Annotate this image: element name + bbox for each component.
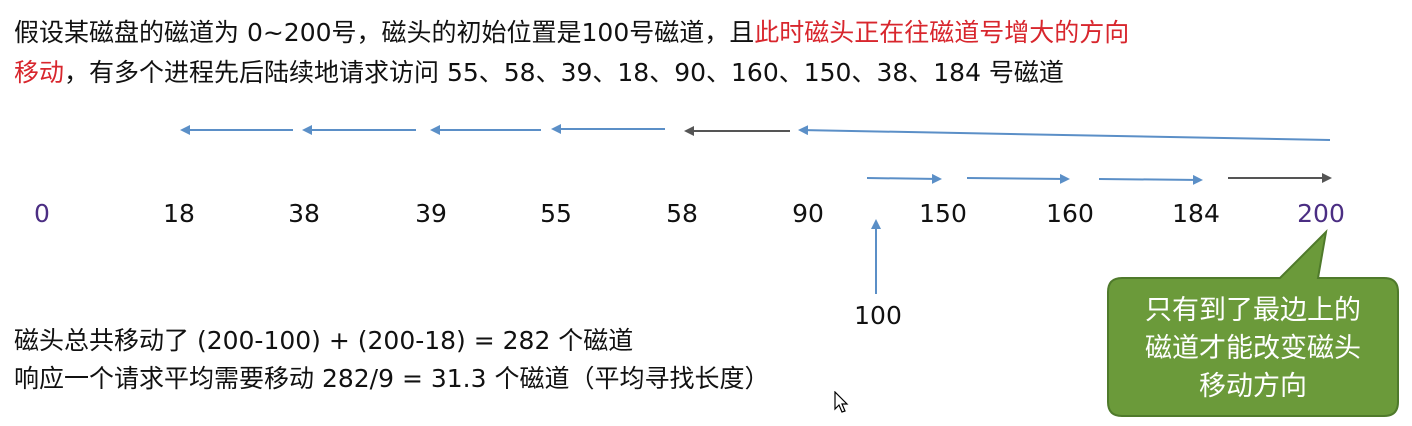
track-label-184: 184 [1172, 199, 1220, 228]
track-label-38: 38 [288, 199, 320, 228]
callout-text: 只有到了最边上的 磁道才能改变磁头 移动方向 [1106, 292, 1400, 406]
callout-line-2: 磁道才能改变磁头 [1145, 333, 1361, 364]
track-label-200: 200 [1297, 199, 1345, 228]
problem-text-plain-2: ，有多个进程先后陆续地请求访问 55、58、39、18、90、160、150、3… [64, 58, 1064, 87]
problem-statement-line-2: 移动，有多个进程先后陆续地请求访问 55、58、39、18、90、160、150… [14, 56, 1064, 90]
track-label-58: 58 [666, 199, 698, 228]
callout-line-1: 只有到了最边上的 [1145, 295, 1361, 326]
track-label-0: 0 [34, 199, 50, 228]
track-label-160: 160 [1046, 199, 1094, 228]
track-label-18: 18 [163, 199, 195, 228]
problem-statement-line-1: 假设某磁盘的磁道为 0~200号，磁头的初始位置是100号磁道，且此时磁头正在往… [14, 16, 1129, 50]
track-label-55: 55 [540, 199, 572, 228]
track-label-90: 90 [792, 199, 824, 228]
arrow-160-to-184 [1098, 174, 1203, 185]
problem-text-highlight-2: 移动 [14, 58, 65, 87]
arrow-100-to-150 [866, 173, 942, 184]
initial-head-position-label: 100 [854, 301, 902, 330]
arrow-150-to-160 [966, 173, 1070, 184]
average-seek-length-text: 响应一个请求平均需要移动 282/9 = 31.3 个磁道（平均寻找长度） [14, 364, 770, 393]
track-label-39: 39 [415, 199, 447, 228]
track-label-150: 150 [919, 199, 967, 228]
arrow-200-to-90 [798, 125, 1331, 141]
total-movement-text: 磁头总共移动了 (200-100) + (200-18) = 282 个磁道 [14, 326, 634, 355]
problem-text-plain-1: 假设某磁盘的磁道为 0~200号，磁头的初始位置是100号磁道，且 [14, 18, 755, 47]
problem-text-highlight-1: 此时磁头正在往磁道号增大的方向 [754, 18, 1130, 47]
mouse-pointer-icon [834, 391, 849, 413]
callout-line-3: 移动方向 [1199, 371, 1307, 402]
